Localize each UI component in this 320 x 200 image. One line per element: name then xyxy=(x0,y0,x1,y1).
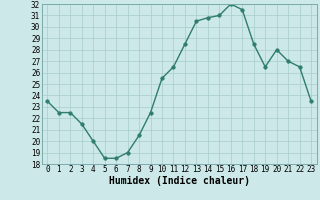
X-axis label: Humidex (Indice chaleur): Humidex (Indice chaleur) xyxy=(109,176,250,186)
